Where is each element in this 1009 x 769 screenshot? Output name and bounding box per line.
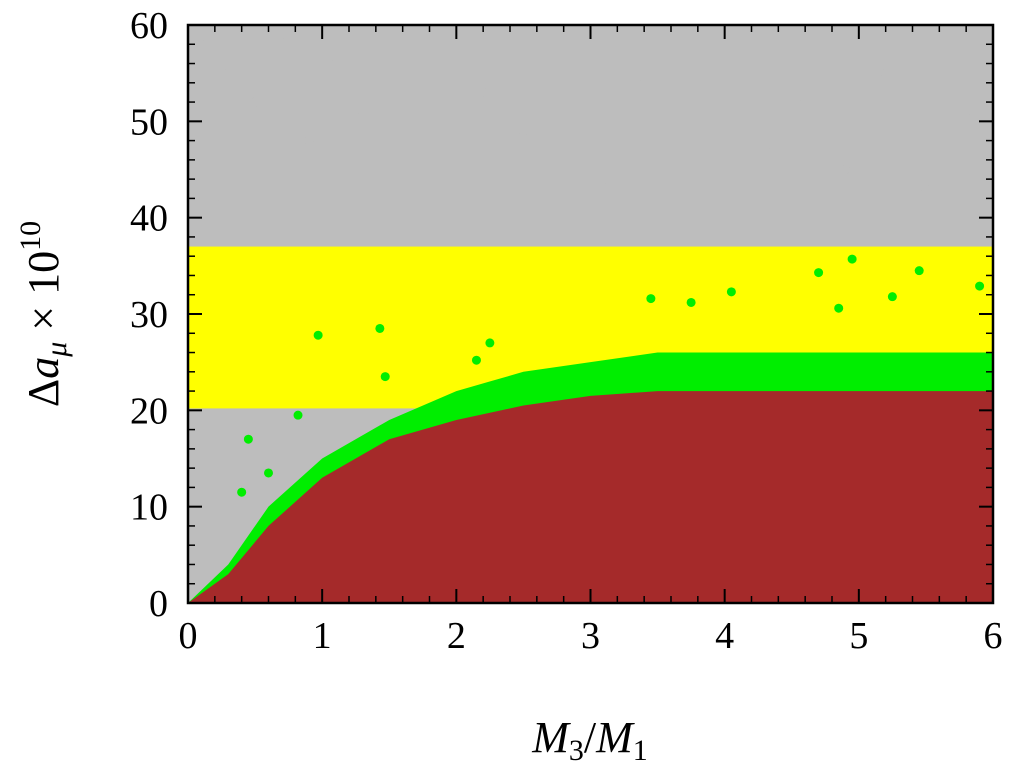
plot-frame	[186, 23, 995, 605]
y-tick-label: 60	[130, 5, 168, 47]
green-point	[380, 372, 390, 382]
green-point	[237, 487, 247, 497]
grey-point	[720, 49, 730, 59]
grey-point	[250, 97, 260, 107]
green-point	[485, 338, 495, 348]
green-point	[243, 434, 253, 444]
grey-point	[438, 155, 448, 165]
x-tick-label: 5	[849, 615, 868, 657]
grey-point	[398, 49, 408, 59]
y-tick-label: 50	[130, 101, 168, 143]
y-tick-label: 10	[130, 487, 168, 529]
grey-point	[961, 107, 971, 117]
y-tick-label: 0	[149, 583, 168, 625]
grey-point	[881, 68, 891, 78]
green-point	[847, 254, 857, 264]
grey-point	[545, 193, 555, 203]
x-tick-label: 3	[581, 615, 600, 657]
grey-point	[639, 78, 649, 88]
green-point	[887, 292, 897, 302]
x-tick-label: 2	[447, 615, 466, 657]
green-point	[293, 410, 303, 420]
grey-point	[196, 39, 206, 49]
x-tick-label: 1	[313, 615, 332, 657]
y-tick-label: 20	[130, 390, 168, 432]
grey-point	[706, 203, 716, 213]
x-tick-label: 0	[179, 615, 198, 657]
green-point	[914, 266, 924, 276]
grey-point	[760, 145, 770, 155]
y-axis-label: Δaμ × 1010	[14, 221, 73, 407]
grey-point	[277, 30, 287, 40]
green-point	[313, 330, 323, 340]
green-point	[646, 294, 656, 304]
grey-point	[921, 184, 931, 194]
grey-point	[518, 126, 528, 136]
x-tick-label: 4	[715, 615, 734, 657]
grey-point	[559, 39, 569, 49]
grey-point	[384, 203, 394, 213]
grey-point	[331, 59, 341, 69]
y-tick-label: 40	[130, 198, 168, 240]
grey-point	[840, 165, 850, 174]
y-tick-label: 30	[130, 294, 168, 336]
grey-point	[210, 193, 220, 203]
green-point	[834, 303, 844, 313]
green-point	[375, 323, 385, 333]
green-point	[975, 281, 985, 291]
x-tick-label: 6	[984, 615, 1003, 657]
green-point	[264, 468, 273, 478]
grey-point	[867, 193, 877, 203]
grey-point	[599, 174, 609, 184]
brown-region	[188, 391, 993, 603]
grey-point	[800, 97, 810, 107]
green-point	[726, 287, 736, 297]
x-axis-label: M3/M1	[531, 713, 648, 767]
green-point	[471, 355, 481, 365]
green-point	[686, 297, 696, 307]
grey-point	[679, 116, 689, 126]
green-point	[814, 268, 824, 278]
grey-point	[357, 107, 367, 117]
grey-point	[223, 68, 233, 78]
grey-point	[478, 87, 488, 97]
grey-point	[304, 136, 314, 146]
